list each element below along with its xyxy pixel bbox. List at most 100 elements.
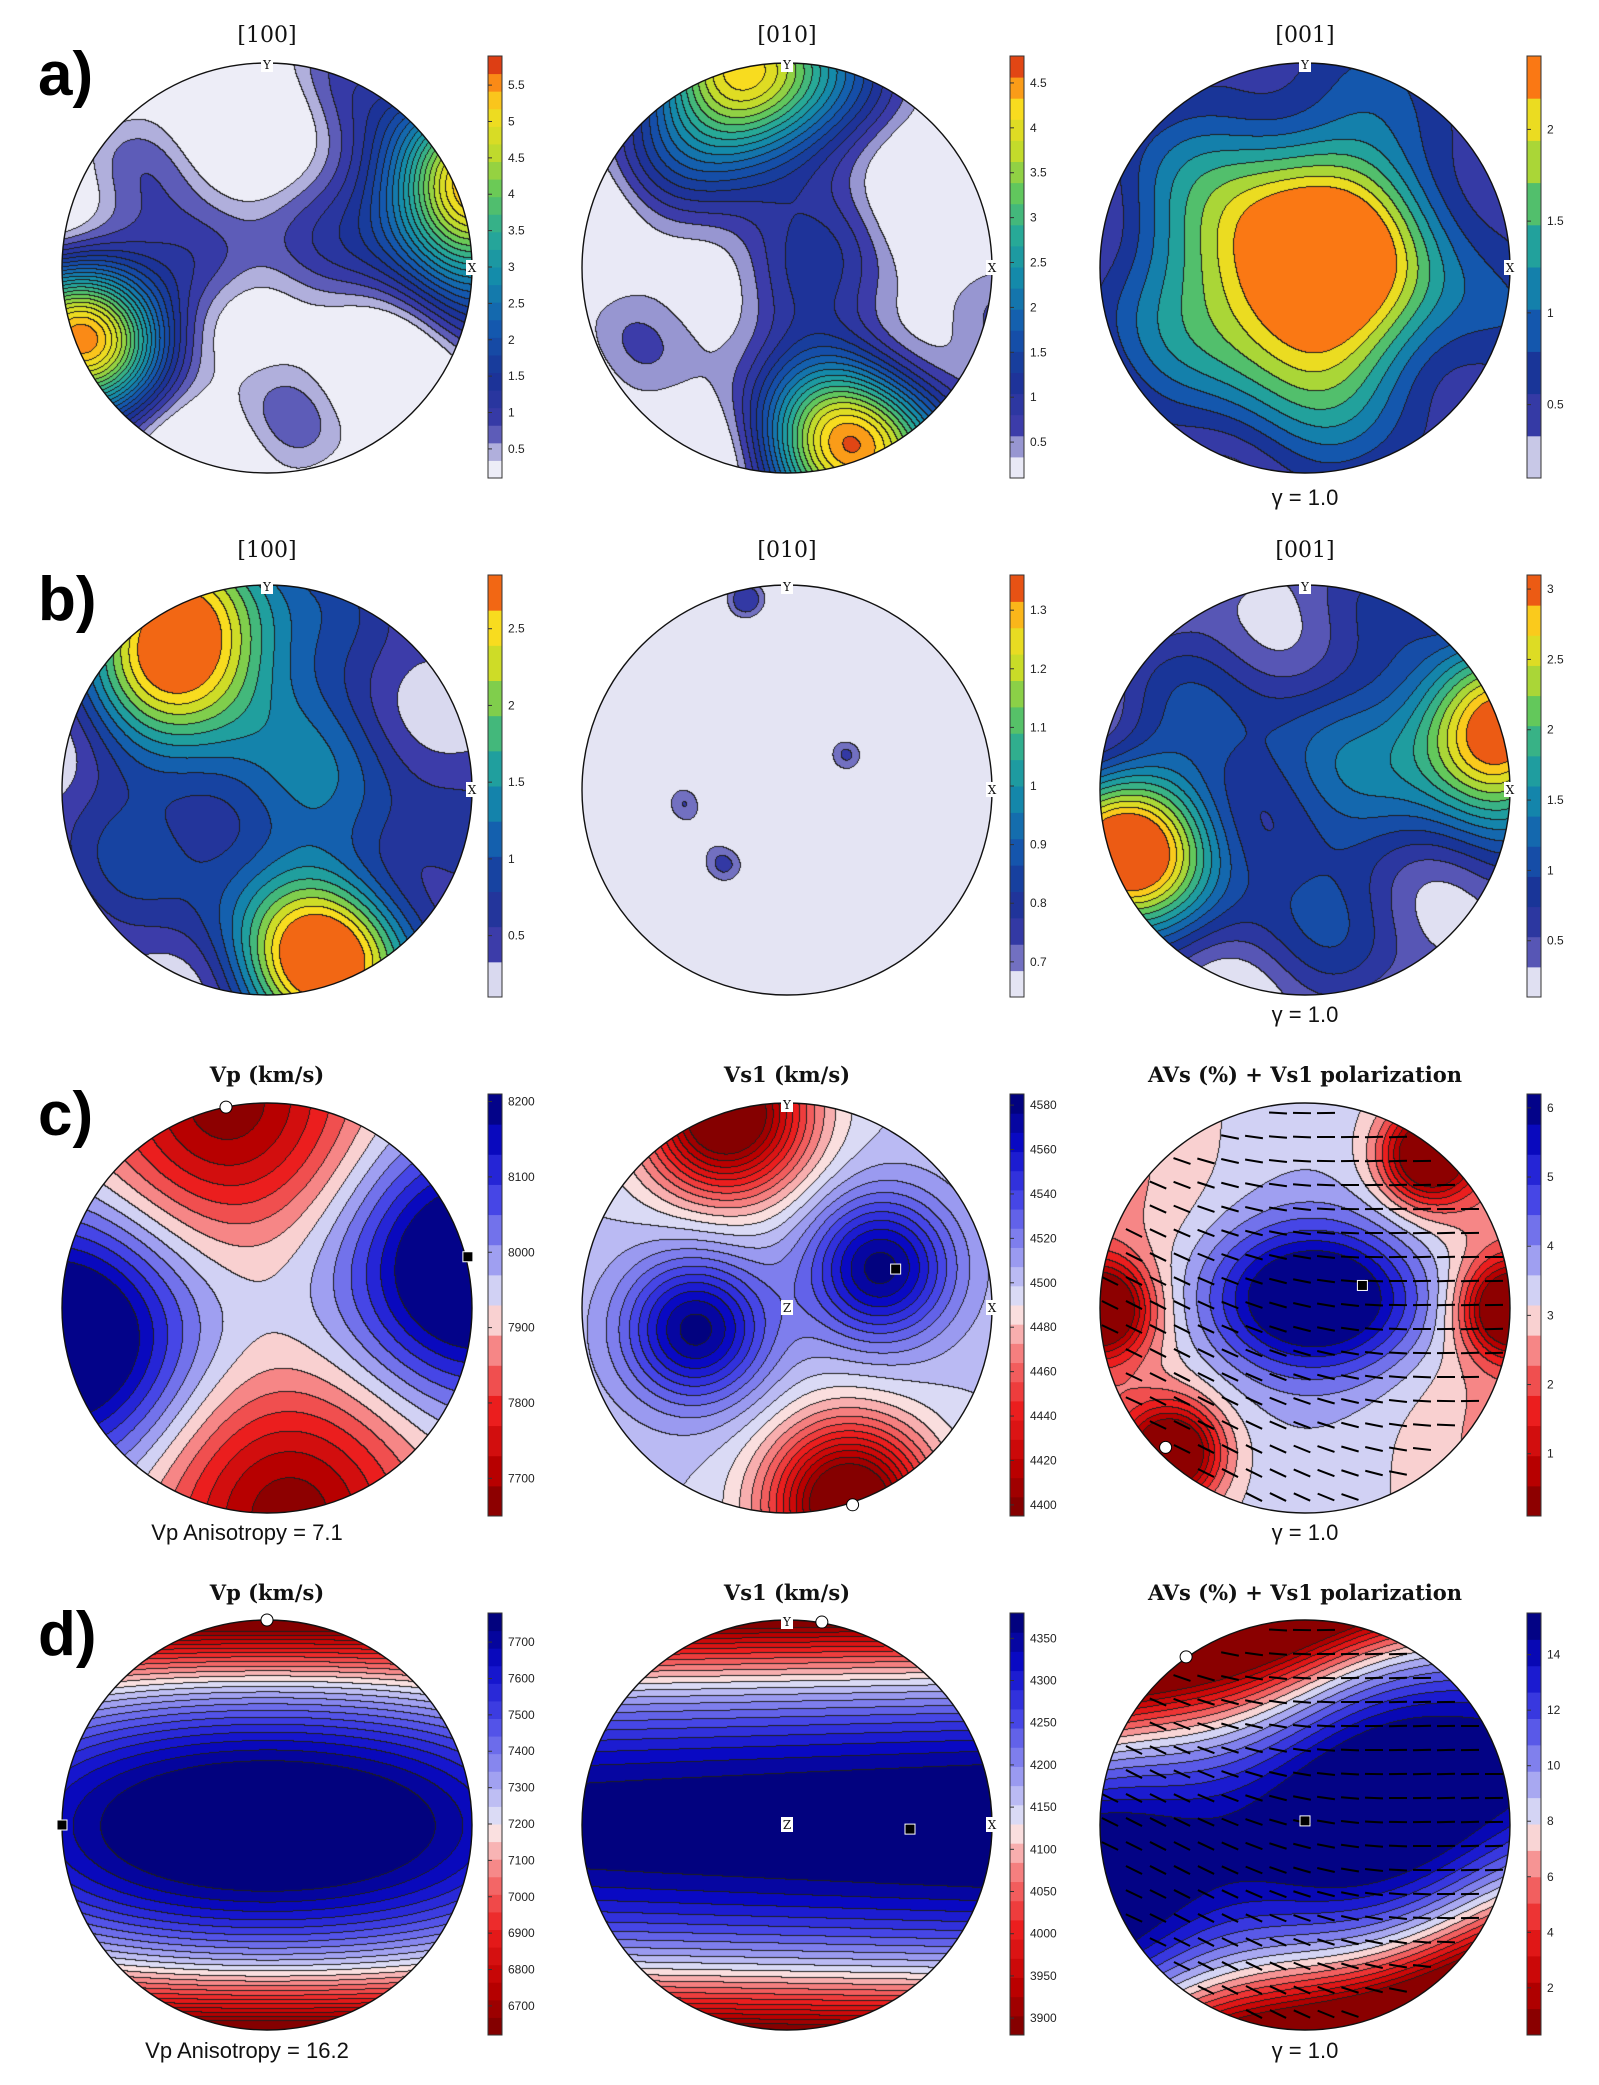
polarization-tick xyxy=(1412,1916,1432,1920)
colorbar-frame xyxy=(1009,55,1025,479)
colorbar-tick-label: 8 xyxy=(1547,1814,1554,1828)
polarization-tick xyxy=(1197,1276,1215,1286)
colorbar-segment xyxy=(1010,1824,1024,1844)
polarization-tick xyxy=(1316,1183,1336,1187)
polarization-tick xyxy=(1125,1276,1143,1286)
colorbar-tick-label: 6800 xyxy=(508,1963,535,1977)
polarization-tick xyxy=(1269,1277,1287,1285)
polarization-tick xyxy=(1197,1420,1215,1430)
colorbar-tick-label: 3 xyxy=(1030,211,1037,225)
polarization-tick xyxy=(1269,1325,1287,1333)
axis-label-bg xyxy=(1504,260,1516,275)
contour-fill xyxy=(582,585,992,995)
polarization-tick xyxy=(1341,1493,1359,1501)
polarization-tick xyxy=(1317,1397,1335,1405)
polarization-tick xyxy=(1269,1889,1287,1899)
axis-label-bg xyxy=(781,1817,793,1832)
polarization-tick xyxy=(1173,1180,1191,1190)
axis-label-y: Y xyxy=(782,1615,792,1629)
colorbar-tick-label: 4520 xyxy=(1030,1231,1057,1245)
polarization-tick xyxy=(1292,1652,1312,1656)
colorbar-segment xyxy=(1527,351,1541,395)
colorbar-tick-label: 4460 xyxy=(1030,1365,1057,1379)
colorbar-segment xyxy=(488,645,502,681)
axis-label-bg xyxy=(1299,579,1311,594)
colorbar-segment xyxy=(1010,970,1024,998)
polarization-tick xyxy=(1173,1697,1191,1707)
colorbar-segment xyxy=(488,1859,502,1878)
polarization-tick xyxy=(1125,1793,1143,1803)
polarization-lines xyxy=(1101,1628,1504,2019)
polarization-tick xyxy=(1197,1961,1215,1971)
colorbar-segment xyxy=(488,1395,502,1427)
colorbar-tick-label: 4.5 xyxy=(1030,76,1047,90)
colorbar-segment xyxy=(488,1630,502,1649)
colorbar-segment xyxy=(1010,1132,1024,1153)
axis-label-y: Y xyxy=(782,1098,792,1112)
polarization-tick xyxy=(1460,1303,1480,1307)
polarization-tick xyxy=(1245,1468,1263,1478)
colorbar-tick-label: 1 xyxy=(1547,306,1554,320)
polarization-tick xyxy=(1101,1841,1119,1851)
polarization-tick xyxy=(1101,1324,1119,1334)
polarization-tick xyxy=(1364,1374,1384,1380)
polarization-tick xyxy=(1221,1722,1239,1730)
polarization-tick xyxy=(1197,1372,1215,1382)
colorbar-segment xyxy=(488,1824,502,1843)
axis-label-bg xyxy=(986,1300,998,1315)
polarization-tick xyxy=(1317,1350,1335,1356)
colorbar-segment xyxy=(1010,1170,1024,1191)
polarization-tick xyxy=(1412,1964,1432,1968)
polarization-tick xyxy=(1245,1723,1263,1729)
colorbar-segment xyxy=(488,1244,502,1276)
polarization-tick xyxy=(1317,1962,1335,1970)
axis-label-bg xyxy=(261,579,273,594)
polarization-tick xyxy=(1365,1963,1383,1969)
polarization-tick xyxy=(1292,1183,1312,1187)
polarization-tick xyxy=(1149,1841,1167,1851)
max-marker xyxy=(56,1819,68,1831)
polarization-tick xyxy=(1340,1748,1360,1752)
polarization-tick xyxy=(1293,1468,1311,1478)
polarization-tick xyxy=(1149,1697,1167,1707)
polarization-tick xyxy=(1269,1866,1287,1874)
colorbar-segment xyxy=(488,1894,502,1913)
colorbar-segment xyxy=(1010,1785,1024,1806)
polarization-tick xyxy=(1364,1868,1384,1872)
colorbar-segment xyxy=(1010,1324,1024,1344)
colorbar-tick-label: 2.5 xyxy=(508,622,525,636)
axis-label-x: X xyxy=(988,783,997,797)
colorbar-segment xyxy=(1010,1804,1024,1825)
polarization-tick xyxy=(1173,1204,1191,1214)
polarization-tick xyxy=(1221,1276,1239,1286)
colorbar-segment xyxy=(1527,876,1541,908)
polarization-tick xyxy=(1173,1157,1191,1165)
polarization-tick xyxy=(1364,1844,1384,1848)
colorbar-segment xyxy=(1010,1496,1024,1517)
colorbar-tick-label: 1.5 xyxy=(1030,345,1047,359)
colorbar-segment xyxy=(1010,1651,1024,1672)
colorbar-tick-label: 7700 xyxy=(508,1635,535,1649)
colorbar-3-1: 3900 3950 4000 4050 4100 4150 4200 4250 4300 4350 xyxy=(1009,1612,1057,2036)
polarization-tick xyxy=(1149,1889,1167,1899)
colorbar-segment xyxy=(1010,944,1024,972)
polarization-tick xyxy=(1292,1676,1312,1680)
polarization-tick xyxy=(1268,1628,1288,1632)
polarization-tick xyxy=(1173,1674,1191,1682)
axis-label-bg xyxy=(781,1097,793,1112)
colorbar-tick-label: 3.5 xyxy=(508,224,525,238)
colorbar-segment xyxy=(488,1094,502,1125)
polarization-tick xyxy=(1197,1937,1215,1947)
axis-label-bg xyxy=(986,260,998,275)
polarization-tick xyxy=(1125,1769,1143,1779)
polarization-tick xyxy=(1197,1722,1215,1730)
colorbar-segment xyxy=(488,1911,502,1930)
colorbar-tick-label: 4300 xyxy=(1030,1674,1057,1688)
colorbar-segment xyxy=(488,1683,502,1702)
polarization-tick xyxy=(1197,1817,1215,1827)
polarization-tick xyxy=(1340,1279,1360,1283)
colorbar-segment xyxy=(1010,865,1024,892)
polarization-tick xyxy=(1317,1445,1335,1453)
polarization-tick xyxy=(1293,1890,1311,1898)
